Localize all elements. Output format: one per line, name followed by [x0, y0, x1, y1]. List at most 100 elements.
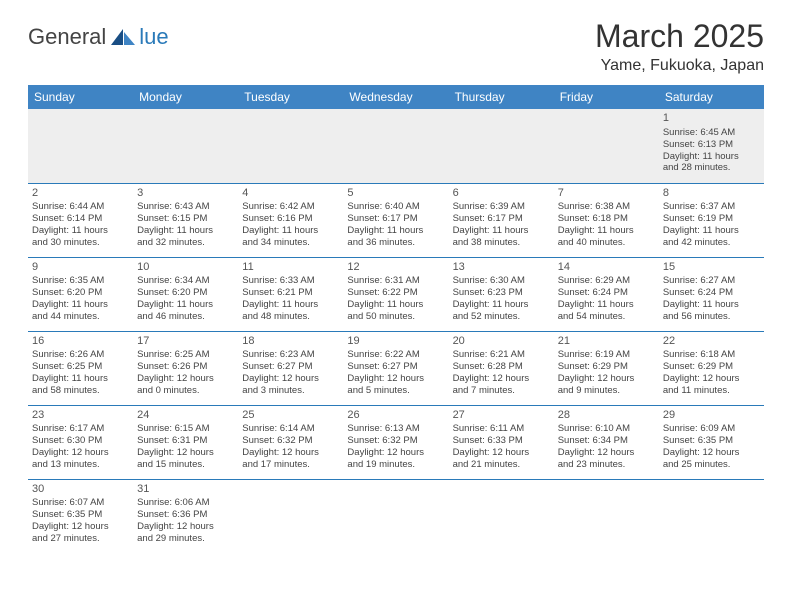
daylight-line-2: and 38 minutes. [453, 237, 550, 249]
day-number: 20 [453, 335, 550, 349]
sunset-line: Sunset: 6:15 PM [137, 213, 234, 225]
daylight-line-2: and 0 minutes. [137, 385, 234, 397]
calendar-day-cell: 31Sunrise: 6:06 AMSunset: 6:36 PMDayligh… [133, 479, 238, 553]
daylight-line-1: Daylight: 12 hours [347, 447, 444, 459]
sunrise-line: Sunrise: 6:25 AM [137, 349, 234, 361]
daylight-line-2: and 54 minutes. [558, 311, 655, 323]
sunset-line: Sunset: 6:24 PM [558, 287, 655, 299]
day-number: 8 [663, 187, 760, 201]
daylight-line-2: and 25 minutes. [663, 459, 760, 471]
sunset-line: Sunset: 6:16 PM [242, 213, 339, 225]
day-number: 13 [453, 261, 550, 275]
daylight-line-1: Daylight: 12 hours [242, 373, 339, 385]
sunrise-line: Sunrise: 6:13 AM [347, 423, 444, 435]
sunrise-line: Sunrise: 6:07 AM [32, 497, 129, 509]
daylight-line-2: and 42 minutes. [663, 237, 760, 249]
day-number: 28 [558, 409, 655, 423]
sunset-line: Sunset: 6:31 PM [137, 435, 234, 447]
day-header: Sunday [28, 85, 133, 109]
sunrise-line: Sunrise: 6:21 AM [453, 349, 550, 361]
calendar-day-cell: 7Sunrise: 6:38 AMSunset: 6:18 PMDaylight… [554, 183, 659, 257]
daylight-line-1: Daylight: 12 hours [663, 447, 760, 459]
daylight-line-2: and 58 minutes. [32, 385, 129, 397]
daylight-line-1: Daylight: 11 hours [453, 225, 550, 237]
daylight-line-2: and 29 minutes. [137, 533, 234, 545]
day-number: 27 [453, 409, 550, 423]
day-number: 19 [347, 335, 444, 349]
sunset-line: Sunset: 6:28 PM [453, 361, 550, 373]
sunrise-line: Sunrise: 6:17 AM [32, 423, 129, 435]
sunset-line: Sunset: 6:24 PM [663, 287, 760, 299]
sunset-line: Sunset: 6:14 PM [32, 213, 129, 225]
sunrise-line: Sunrise: 6:15 AM [137, 423, 234, 435]
daylight-line-1: Daylight: 12 hours [663, 373, 760, 385]
sunset-line: Sunset: 6:35 PM [663, 435, 760, 447]
calendar-day-cell: 6Sunrise: 6:39 AMSunset: 6:17 PMDaylight… [449, 183, 554, 257]
sunset-line: Sunset: 6:18 PM [558, 213, 655, 225]
day-number: 25 [242, 409, 339, 423]
daylight-line-1: Daylight: 11 hours [137, 225, 234, 237]
daylight-line-2: and 40 minutes. [558, 237, 655, 249]
sunrise-line: Sunrise: 6:34 AM [137, 275, 234, 287]
day-number: 23 [32, 409, 129, 423]
calendar-day-cell: 4Sunrise: 6:42 AMSunset: 6:16 PMDaylight… [238, 183, 343, 257]
daylight-line-2: and 17 minutes. [242, 459, 339, 471]
calendar-day-cell: 23Sunrise: 6:17 AMSunset: 6:30 PMDayligh… [28, 405, 133, 479]
day-header: Wednesday [343, 85, 448, 109]
day-number: 11 [242, 261, 339, 275]
sunrise-line: Sunrise: 6:11 AM [453, 423, 550, 435]
daylight-line-1: Daylight: 11 hours [453, 299, 550, 311]
sunset-line: Sunset: 6:35 PM [32, 509, 129, 521]
calendar-day-cell: 13Sunrise: 6:30 AMSunset: 6:23 PMDayligh… [449, 257, 554, 331]
calendar-day-cell: 9Sunrise: 6:35 AMSunset: 6:20 PMDaylight… [28, 257, 133, 331]
day-number: 21 [558, 335, 655, 349]
day-header: Monday [133, 85, 238, 109]
sunrise-line: Sunrise: 6:22 AM [347, 349, 444, 361]
daylight-line-1: Daylight: 11 hours [32, 373, 129, 385]
sunrise-line: Sunrise: 6:42 AM [242, 201, 339, 213]
daylight-line-2: and 56 minutes. [663, 311, 760, 323]
calendar-day-cell: 21Sunrise: 6:19 AMSunset: 6:29 PMDayligh… [554, 331, 659, 405]
sunrise-line: Sunrise: 6:33 AM [242, 275, 339, 287]
calendar-day-cell [659, 479, 764, 553]
daylight-line-2: and 9 minutes. [558, 385, 655, 397]
calendar-week-row: 16Sunrise: 6:26 AMSunset: 6:25 PMDayligh… [28, 331, 764, 405]
calendar-day-cell: 28Sunrise: 6:10 AMSunset: 6:34 PMDayligh… [554, 405, 659, 479]
daylight-line-1: Daylight: 12 hours [347, 373, 444, 385]
sunset-line: Sunset: 6:20 PM [137, 287, 234, 299]
calendar-day-cell [343, 109, 448, 183]
daylight-line-2: and 48 minutes. [242, 311, 339, 323]
daylight-line-1: Daylight: 11 hours [32, 225, 129, 237]
sunset-line: Sunset: 6:29 PM [663, 361, 760, 373]
daylight-line-2: and 11 minutes. [663, 385, 760, 397]
day-number: 18 [242, 335, 339, 349]
daylight-line-1: Daylight: 12 hours [558, 447, 655, 459]
calendar-day-cell: 10Sunrise: 6:34 AMSunset: 6:20 PMDayligh… [133, 257, 238, 331]
daylight-line-2: and 32 minutes. [137, 237, 234, 249]
day-number: 30 [32, 483, 129, 497]
month-title: March 2025 [595, 18, 764, 55]
sunrise-line: Sunrise: 6:23 AM [242, 349, 339, 361]
sunrise-line: Sunrise: 6:45 AM [663, 127, 760, 139]
day-number: 16 [32, 335, 129, 349]
daylight-line-1: Daylight: 11 hours [663, 225, 760, 237]
day-number: 3 [137, 187, 234, 201]
sunset-line: Sunset: 6:19 PM [663, 213, 760, 225]
sunset-line: Sunset: 6:27 PM [347, 361, 444, 373]
daylight-line-1: Daylight: 11 hours [558, 225, 655, 237]
calendar-week-row: 9Sunrise: 6:35 AMSunset: 6:20 PMDaylight… [28, 257, 764, 331]
daylight-line-1: Daylight: 11 hours [137, 299, 234, 311]
day-number: 1 [663, 112, 760, 126]
sunset-line: Sunset: 6:17 PM [347, 213, 444, 225]
daylight-line-2: and 21 minutes. [453, 459, 550, 471]
sunset-line: Sunset: 6:22 PM [347, 287, 444, 299]
day-number: 5 [347, 187, 444, 201]
sunset-line: Sunset: 6:21 PM [242, 287, 339, 299]
day-number: 22 [663, 335, 760, 349]
sunset-line: Sunset: 6:17 PM [453, 213, 550, 225]
daylight-line-2: and 28 minutes. [663, 162, 760, 174]
sunrise-line: Sunrise: 6:35 AM [32, 275, 129, 287]
daylight-line-1: Daylight: 11 hours [663, 151, 760, 163]
sunset-line: Sunset: 6:25 PM [32, 361, 129, 373]
daylight-line-1: Daylight: 12 hours [558, 373, 655, 385]
